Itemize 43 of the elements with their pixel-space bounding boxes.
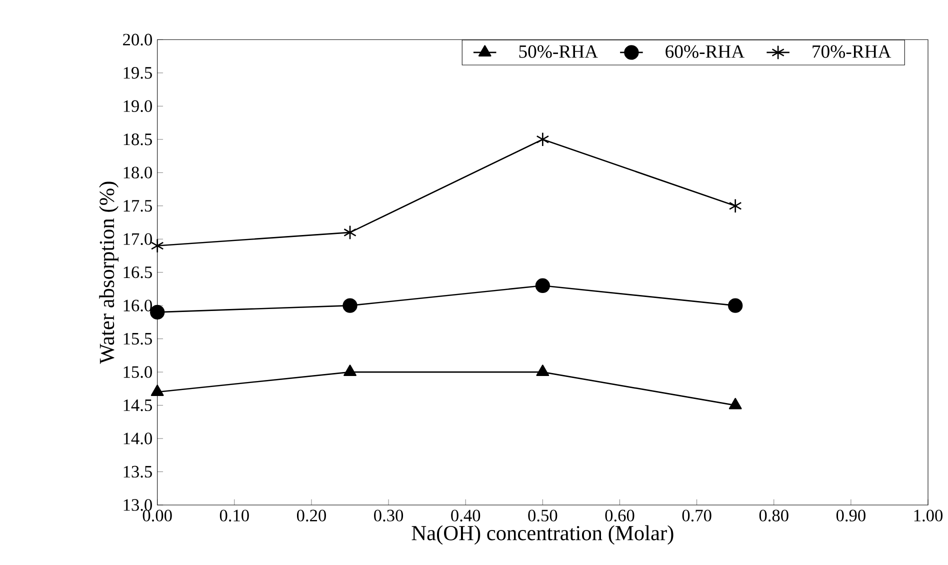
point <box>150 384 164 396</box>
legend-label: 60%-RHA <box>666 45 745 58</box>
x-tick-label: 0.80 <box>759 510 788 522</box>
legend-label: 50%-RHA <box>519 45 598 58</box>
y-axis-title: Water absorption (%) <box>99 182 118 364</box>
y-tick-label: 17.0 <box>124 233 152 245</box>
point <box>344 364 356 376</box>
y-tick-label: 16.5 <box>124 266 152 278</box>
x-tick-label: 0.00 <box>142 510 172 522</box>
y-tick-label: 17.5 <box>124 200 152 212</box>
x-tick-label: 0.40 <box>451 510 480 522</box>
y-tick-label: 16.0 <box>124 300 152 312</box>
point <box>728 198 742 214</box>
point <box>728 398 742 410</box>
x-tick-label: 0.60 <box>605 510 634 522</box>
x-axis-title: Na(OH) concentration (Molar) <box>412 525 674 545</box>
y-tick-label: 14.0 <box>124 432 152 444</box>
y-tick-label: 14.5 <box>124 399 152 412</box>
x-tick-label: 0.50 <box>528 510 558 522</box>
point <box>536 364 550 376</box>
point <box>344 225 356 240</box>
y-tick-label: 15.0 <box>124 366 152 378</box>
point <box>536 132 550 147</box>
y-tick-label: 18.0 <box>124 166 152 179</box>
x-tick-label: 1.00 <box>914 510 943 522</box>
point <box>728 298 743 313</box>
y-tick-label: 19.0 <box>124 100 152 112</box>
y-tick-label: 15.5 <box>124 332 152 345</box>
point <box>150 304 165 320</box>
y-tick-label: 20.0 <box>123 34 152 46</box>
x-tick-label: 0.30 <box>374 510 404 522</box>
x-tick-label: 0.90 <box>836 510 866 522</box>
point <box>342 298 358 313</box>
x-tick-label: 0.10 <box>220 510 249 522</box>
y-tick-label: 19.5 <box>124 67 152 79</box>
point <box>535 278 550 293</box>
y-tick-label: 13.5 <box>124 466 152 478</box>
x-tick-label: 0.20 <box>296 510 326 522</box>
y-tick-label: 18.5 <box>124 134 152 146</box>
x-tick-label: 0.70 <box>682 510 712 522</box>
point <box>150 238 164 254</box>
legend-label: 70%-RHA <box>812 45 892 58</box>
y-tick-label: 13.0 <box>124 499 152 511</box>
